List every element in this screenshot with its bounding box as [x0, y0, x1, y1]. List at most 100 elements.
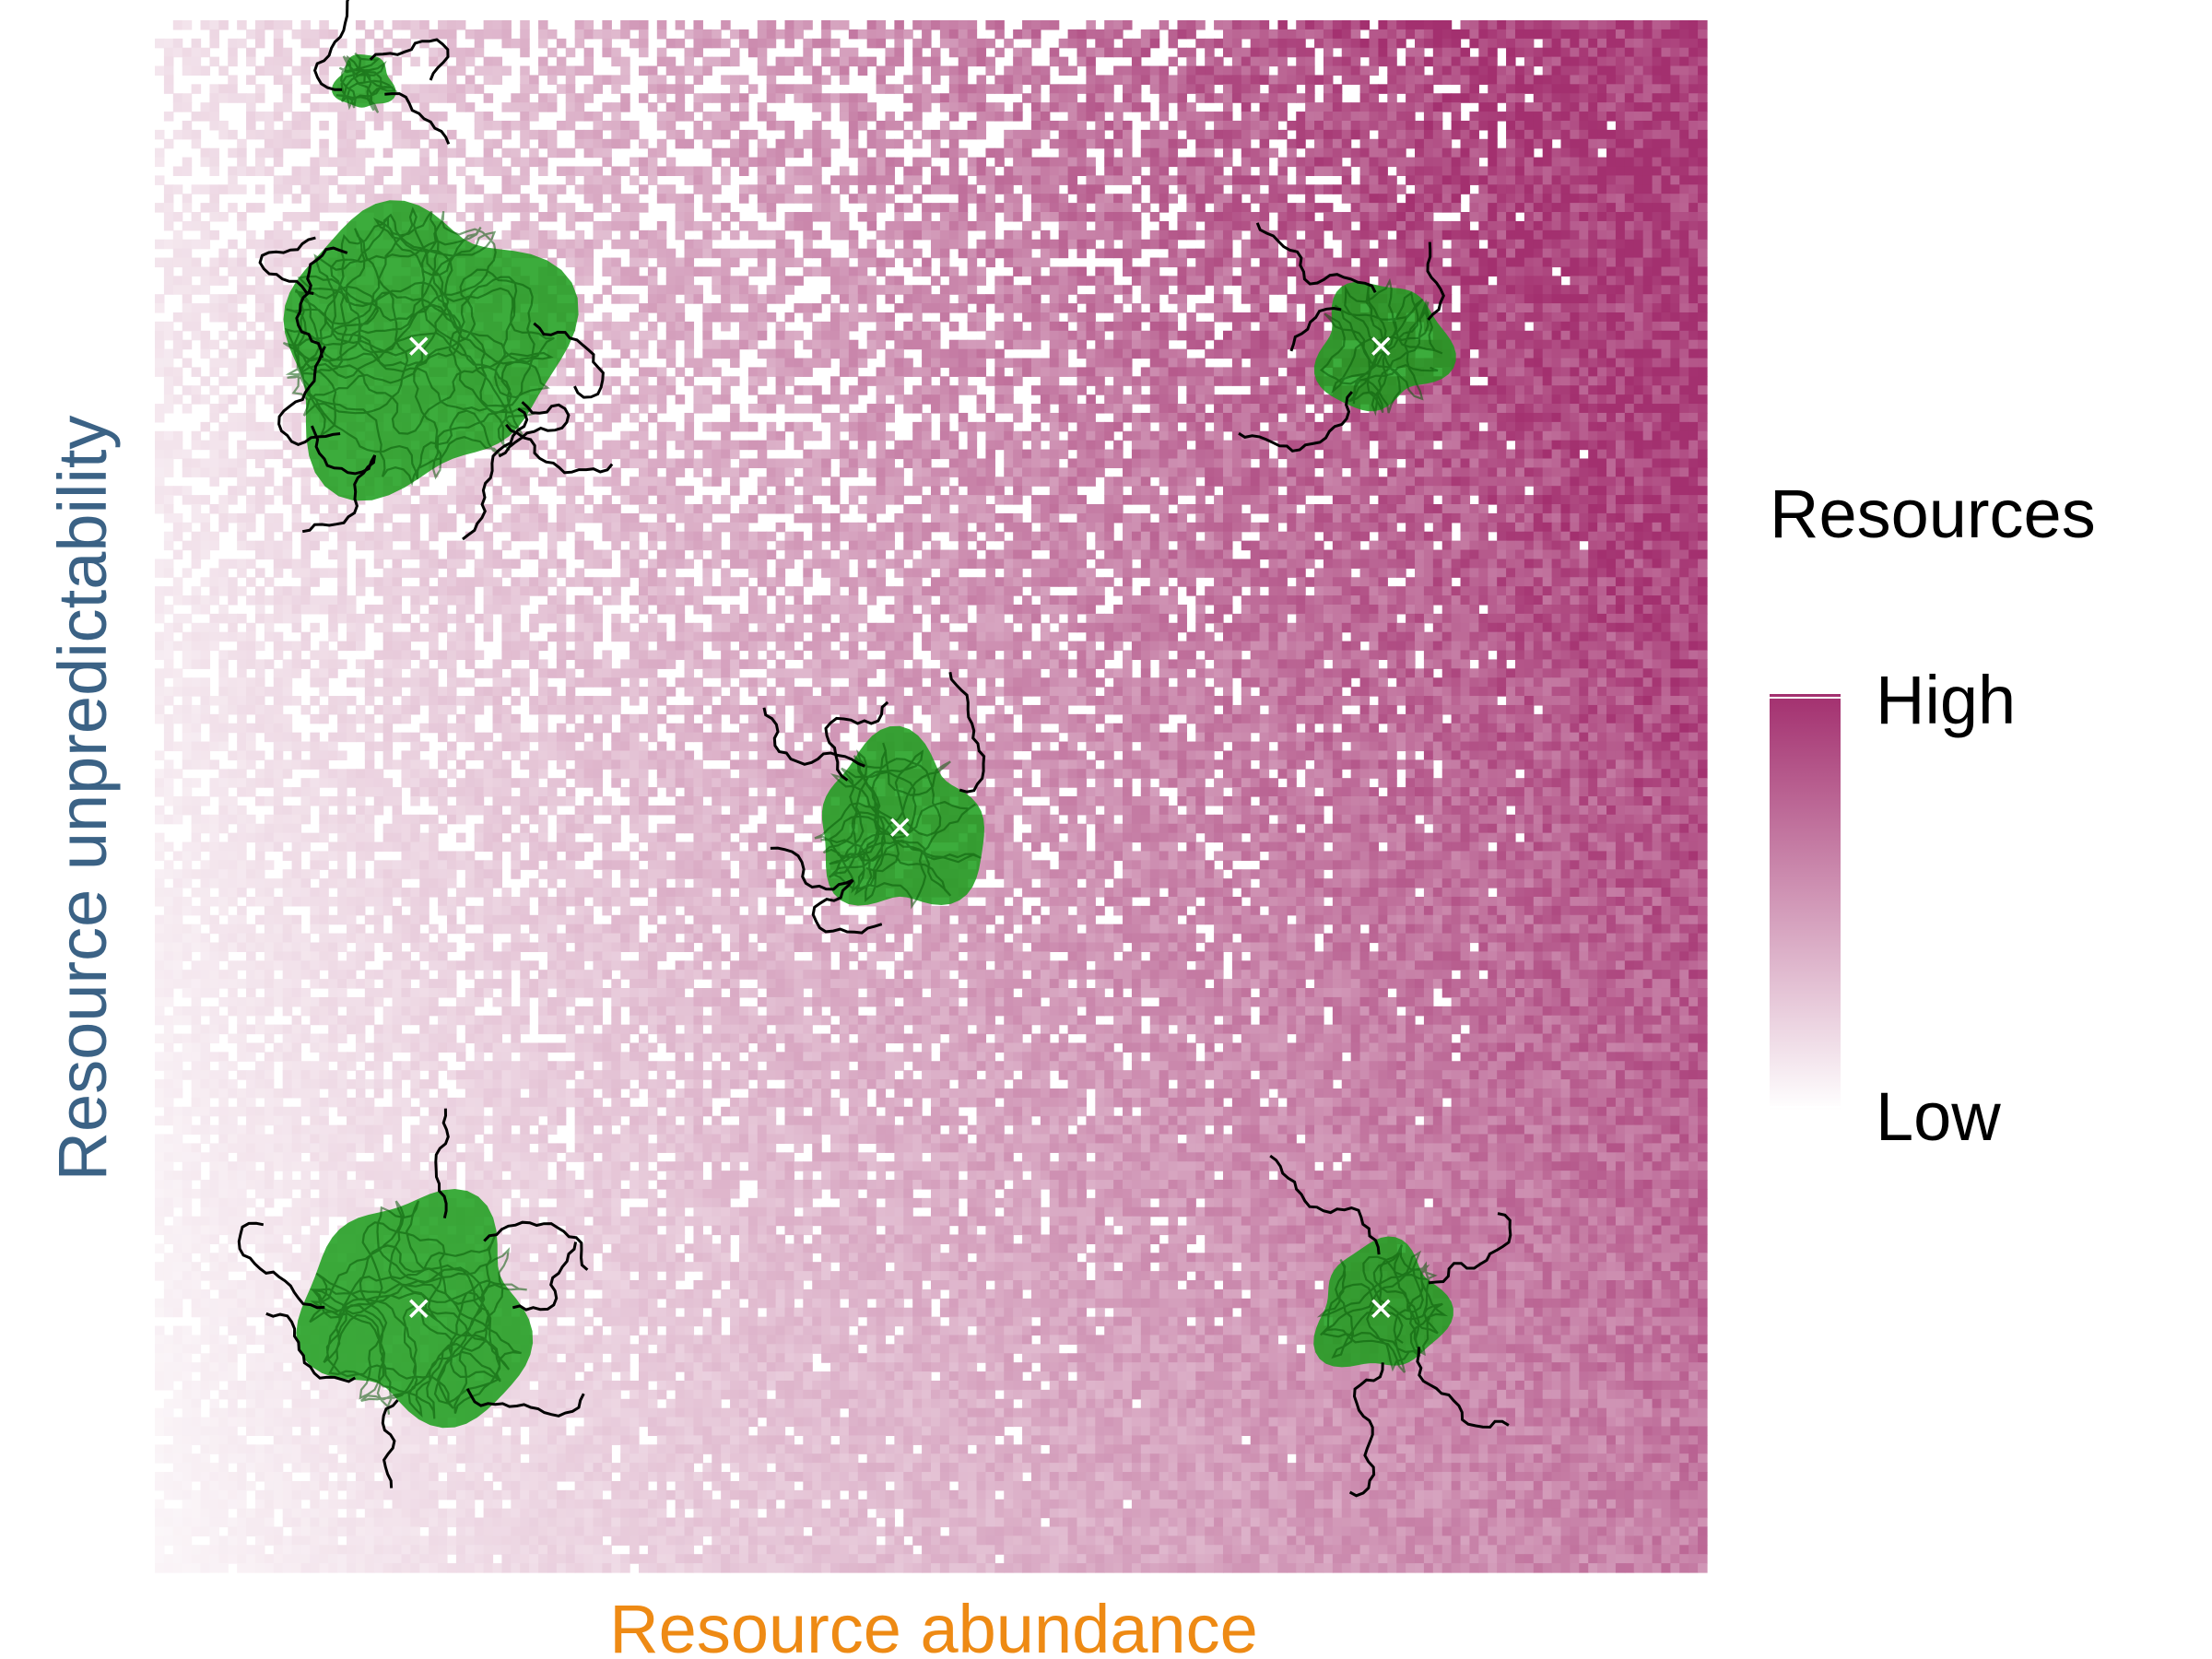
heatmap-cell — [237, 158, 247, 168]
heatmap-cell — [1452, 376, 1462, 386]
heatmap-cell — [1095, 285, 1105, 295]
heatmap-cell — [1634, 276, 1644, 286]
heatmap-cell — [1195, 322, 1206, 332]
heatmap-cell — [201, 331, 211, 341]
heatmap-cell — [1524, 57, 1535, 67]
heatmap-cell — [1679, 359, 1689, 369]
heatmap-cell — [438, 158, 448, 168]
heatmap-cell — [1579, 112, 1589, 122]
heatmap-cell — [1552, 285, 1562, 295]
heatmap-cell — [858, 175, 868, 185]
heatmap-cell — [767, 230, 777, 241]
heatmap-cell — [977, 212, 987, 222]
heatmap-cell — [456, 84, 466, 94]
heatmap-cell — [676, 194, 686, 204]
heatmap-cell — [1515, 303, 1525, 313]
heatmap-cell — [830, 175, 841, 185]
heatmap-cell — [1543, 249, 1553, 259]
heatmap-cell — [1022, 29, 1032, 40]
heatmap-cell — [228, 203, 238, 213]
heatmap-cell — [758, 331, 768, 341]
heatmap-cell — [858, 276, 868, 286]
heatmap-cell — [557, 166, 567, 176]
heatmap-cell — [1534, 139, 1544, 149]
heatmap-cell — [1013, 29, 1023, 40]
heatmap-cell — [949, 240, 959, 250]
heatmap-cell — [1588, 121, 1598, 131]
heatmap-cell — [1442, 221, 1453, 231]
heatmap-cell — [877, 29, 887, 40]
heatmap-cell — [1177, 221, 1187, 231]
heatmap-cell — [1059, 240, 1069, 250]
heatmap-cell — [959, 194, 969, 204]
heatmap-cell — [265, 240, 275, 250]
heatmap-cell — [1570, 376, 1580, 386]
heatmap-cell — [1670, 322, 1680, 332]
heatmap-cell — [1195, 385, 1206, 395]
heatmap-cell — [1552, 258, 1562, 268]
heatmap-cell — [1461, 385, 1471, 395]
heatmap-cell — [1543, 121, 1553, 131]
heatmap-cell — [1661, 258, 1671, 268]
heatmap-cell — [1141, 285, 1151, 295]
heatmap-cell — [877, 175, 887, 185]
heatmap-cell — [666, 276, 677, 286]
heatmap-cell — [602, 385, 612, 395]
heatmap-cell — [1679, 158, 1689, 168]
heatmap-cell — [1570, 340, 1580, 350]
heatmap-cell — [1442, 66, 1453, 76]
heatmap-cell — [1688, 322, 1699, 332]
heatmap-cell — [1588, 93, 1598, 103]
heatmap-cell — [1606, 303, 1617, 313]
heatmap-cell — [840, 294, 850, 304]
heatmap-cell — [1406, 93, 1416, 103]
heatmap-cell — [1013, 48, 1023, 58]
heatmap-cell — [1579, 48, 1589, 58]
heatmap-cell — [931, 57, 941, 67]
heatmap-cell — [1543, 158, 1553, 168]
heatmap-cell — [611, 130, 621, 140]
heatmap-cell — [867, 294, 877, 304]
heatmap-cell — [1688, 148, 1699, 159]
heatmap-cell — [1132, 240, 1142, 250]
heatmap-cell — [739, 139, 749, 149]
heatmap-cell — [758, 376, 768, 386]
heatmap-cell — [1177, 29, 1187, 40]
heatmap-cell — [867, 139, 877, 149]
heatmap-cell — [994, 294, 1005, 304]
heatmap-cell — [1488, 385, 1498, 395]
heatmap-cell — [877, 258, 887, 268]
heatmap-cell — [1113, 349, 1124, 359]
heatmap-cell — [1013, 194, 1023, 204]
heatmap-cell — [300, 66, 311, 76]
heatmap-cell — [1534, 203, 1544, 213]
heatmap-cell — [730, 376, 740, 386]
heatmap-cell — [959, 276, 969, 286]
heatmap-cell — [538, 57, 548, 67]
heatmap-cell — [1552, 194, 1562, 204]
heatmap-cell — [429, 184, 439, 194]
heatmap-cell — [1670, 175, 1680, 185]
heatmap-cell — [246, 102, 256, 112]
heatmap-cell — [1469, 203, 1479, 213]
heatmap-cell — [192, 322, 202, 332]
heatmap-cell — [547, 148, 558, 159]
heatmap-cell — [648, 166, 658, 176]
heatmap-cell — [1095, 322, 1105, 332]
heatmap-cell — [1461, 249, 1471, 259]
heatmap-cell — [767, 212, 777, 222]
heatmap-cell — [1606, 148, 1617, 159]
heatmap-cell — [1497, 359, 1507, 369]
heatmap-cell — [300, 175, 311, 185]
heatmap-cell — [155, 175, 165, 185]
heatmap-cell — [1387, 266, 1397, 276]
heatmap-cell — [1634, 66, 1644, 76]
heatmap-cell — [1205, 221, 1215, 231]
heatmap-cell — [1013, 158, 1023, 168]
heatmap-cell — [1214, 212, 1224, 222]
heatmap-cell — [1013, 112, 1023, 122]
heatmap-cell — [182, 203, 193, 213]
heatmap-cell — [246, 112, 256, 122]
heatmap-cell — [940, 258, 950, 268]
heatmap-cell — [1324, 121, 1334, 131]
